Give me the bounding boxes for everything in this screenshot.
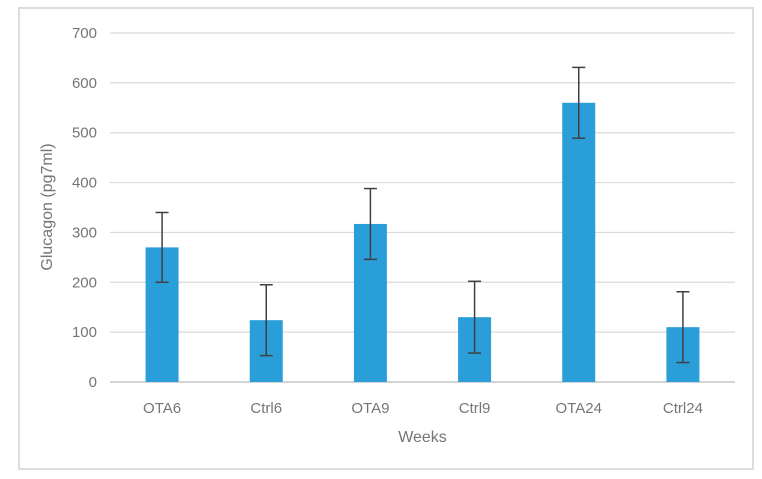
bar-ota24 — [562, 102, 596, 383]
y-tick-label: 200 — [72, 274, 97, 291]
x-tick-label: Ctrl9 — [459, 400, 491, 417]
y-tick-label: 0 — [89, 374, 97, 391]
error-bar-ctrl6 — [259, 284, 273, 357]
y-tick-label: 300 — [72, 224, 97, 241]
error-bar-ota24 — [572, 66, 586, 139]
y-tick-label: 500 — [72, 125, 97, 142]
y-tick-label: 600 — [72, 75, 97, 92]
x-tick-label: OTA24 — [556, 400, 602, 417]
plot-area: 0 100 200 300 400 500 600 700 OTA6 Ctrl6 OTA9 Ctrl9… — [72, 25, 735, 417]
error-bar-ctrl24 — [676, 291, 690, 364]
x-axis-title: Weeks — [398, 429, 447, 446]
x-tick-label: Ctrl6 — [250, 400, 282, 417]
error-bar-ota9 — [363, 187, 377, 261]
y-tick-label: 700 — [72, 25, 97, 42]
x-tick-label: Ctrl24 — [663, 400, 703, 417]
error-bar-ota6 — [155, 211, 169, 284]
chart-frame: 0 100 200 300 400 500 600 700 OTA6 Ctrl6 OTA9 Ctrl9… — [18, 7, 754, 470]
x-tick-label: OTA9 — [351, 400, 389, 417]
y-axis-title-text: Glucagon (pg7ml) — [39, 143, 56, 271]
y-tick-label: 100 — [72, 324, 97, 341]
error-bar-ctrl9 — [468, 280, 482, 354]
x-tick-label: OTA6 — [143, 400, 181, 417]
y-tick-label: 400 — [72, 175, 97, 192]
